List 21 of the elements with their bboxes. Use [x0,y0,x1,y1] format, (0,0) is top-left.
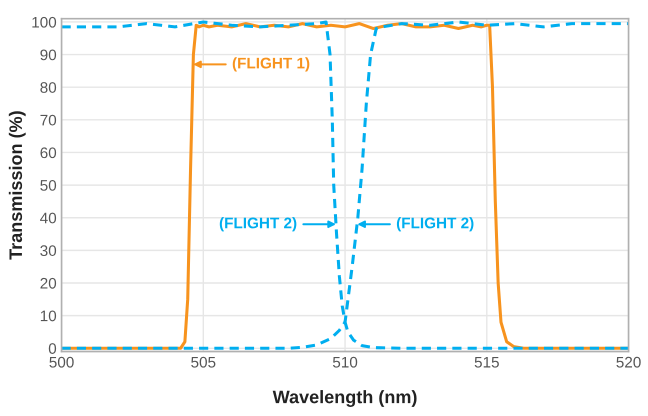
y-tick-label: 60 [40,147,56,158]
y-tick-label: 80 [40,82,56,93]
x-tick-label: 520 [616,356,641,368]
x-tick-label: 500 [49,356,74,368]
y-tick-label: 50 [40,180,56,191]
x-axis-title: Wavelength (nm) [272,390,417,407]
y-tick-label: 10 [40,310,56,322]
x-tick-label: 505 [191,356,216,368]
y-tick-label: 40 [40,212,56,224]
annotation: (FLIGHT 2) [396,217,474,232]
y-tick-label: 30 [40,245,56,256]
y-tick-label: 70 [40,114,56,126]
annotation: (FLIGHT 2) [220,217,296,232]
annotation: (FLIGHT 1) [232,57,310,72]
x-tick-label: 510 [332,356,358,368]
x-tick-label: 515 [474,356,499,368]
y-tick-label: 20 [40,278,56,289]
y-tick-label: 90 [40,49,56,60]
y-tick-label: 100 [32,16,56,28]
y-tick-label: 0 [48,343,56,354]
y-axis-title: Transmission (%) [8,111,26,260]
